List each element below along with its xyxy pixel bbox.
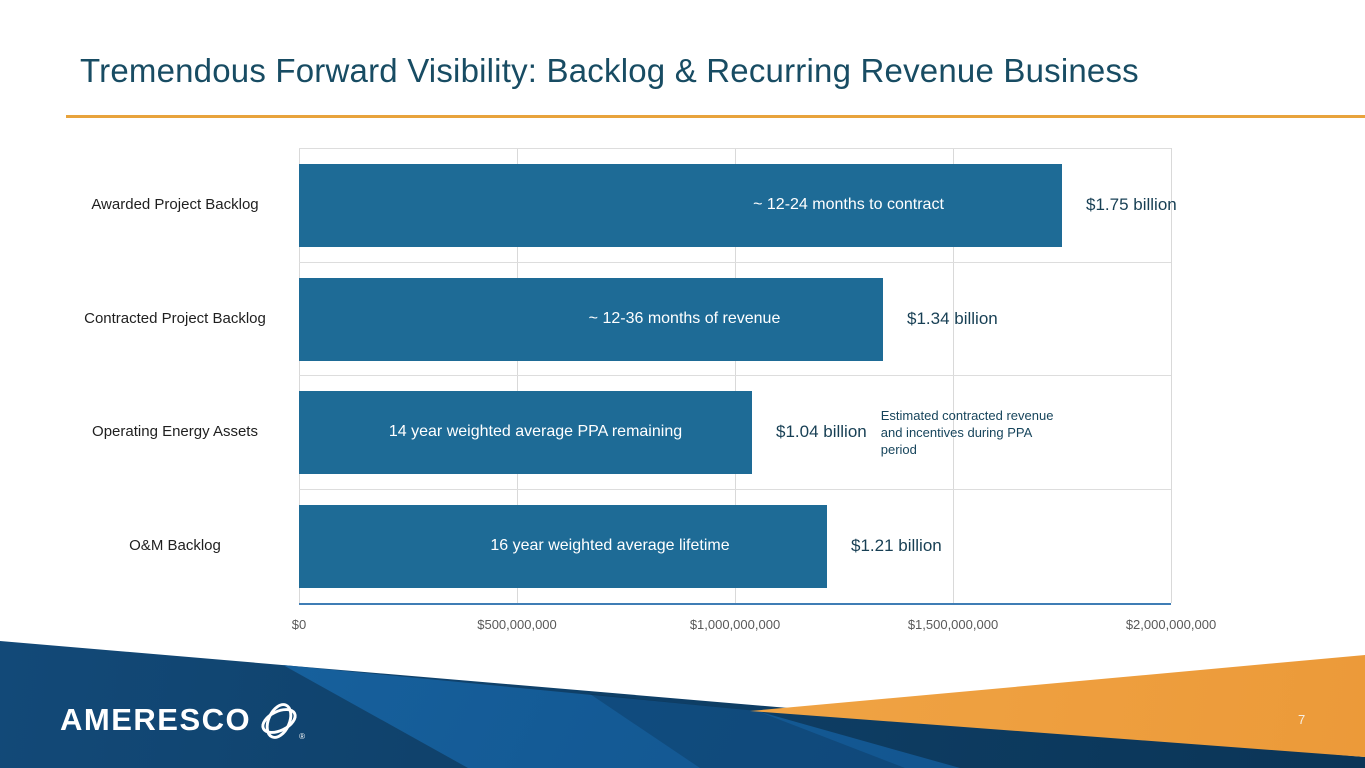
- ameresco-orbit-icon: [253, 695, 305, 747]
- x-tick-label: $1,500,000,000: [907, 617, 999, 632]
- bar-om-backlog: 16 year weighted average lifetime: [299, 504, 827, 588]
- bar-awarded-project-backlog: ~ 12-24 months to contract: [299, 163, 1062, 247]
- value-label: $1.04 billion: [776, 422, 867, 441]
- x-axis-tick-labels: $0 $500,000,000 $1,000,000,000 $1,500,000,0…: [292, 617, 1216, 637]
- bar-operating-energy-assets: 14 year weighted average PPA remaining: [299, 390, 752, 474]
- bar-annotation: 16 year weighted average lifetime: [490, 537, 730, 554]
- bar-annotation: ~ 12-24 months to contract: [753, 196, 944, 213]
- category-label: Operating Energy Assets: [92, 423, 258, 440]
- bar-annotation: ~ 12-36 months of revenue: [588, 310, 781, 327]
- y-axis-labels: Awarded Project Backlog Contracted Proje…: [60, 148, 290, 603]
- bar-annotation: 14 year weighted average PPA remaining: [388, 423, 683, 440]
- registered-trademark: ®: [299, 731, 306, 741]
- category-label: Awarded Project Backlog: [91, 196, 259, 213]
- category-label: Contracted Project Backlog: [84, 310, 266, 327]
- bar-row: ~ 12-24 months to contract $1.75 billion: [299, 148, 1365, 262]
- gridline: [1171, 148, 1172, 603]
- value-label: $1.75 billion: [1086, 195, 1177, 214]
- horizontal-gridline: [299, 375, 1171, 376]
- x-tick-label: $500,000,000: [477, 617, 557, 632]
- bar-row: 14 year weighted average PPA remaining $…: [299, 375, 1365, 489]
- title-accent-rule: [66, 115, 1365, 118]
- category-label: O&M Backlog: [129, 537, 221, 554]
- ppa-side-note: Estimated contracted revenue and incenti…: [880, 407, 1054, 457]
- bar-row: ~ 12-36 months of revenue $1.34 billion: [299, 262, 1365, 376]
- page-number: 7: [1298, 712, 1306, 727]
- slide-title: Tremendous Forward Visibility: Backlog &…: [80, 52, 1139, 89]
- horizontal-gridline: [299, 148, 1171, 149]
- horizontal-gridline: [299, 489, 1171, 490]
- horizontal-gridline: [299, 262, 1171, 263]
- bar-chart-plot-area: ~ 12-24 months to contract $1.75 billion…: [299, 148, 1177, 605]
- x-tick-label: $1,000,000,000: [689, 617, 781, 632]
- value-label: $1.21 billion: [851, 536, 942, 555]
- bar-contracted-project-backlog: ~ 12-36 months of revenue: [299, 277, 883, 361]
- x-tick-label: $2,000,000,000: [1125, 617, 1217, 632]
- ameresco-logo: AMERESCO ®: [60, 694, 311, 746]
- x-axis-line: [299, 603, 1171, 605]
- value-label: $1.34 billion: [907, 309, 998, 328]
- bar-row: 16 year weighted average lifetime $1.21 …: [299, 489, 1365, 603]
- ameresco-logo-text: AMERESCO: [60, 702, 252, 737]
- x-tick-label: $0: [291, 617, 307, 632]
